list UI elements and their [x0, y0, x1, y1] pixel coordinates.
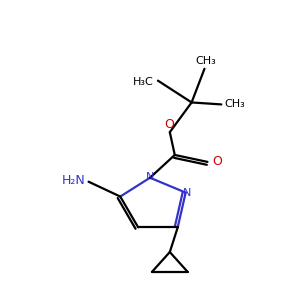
Text: N: N — [182, 188, 191, 198]
Text: O: O — [164, 118, 174, 131]
Text: O: O — [212, 155, 222, 168]
Text: N: N — [146, 172, 154, 182]
Text: H₂N: H₂N — [62, 174, 86, 187]
Text: CH₃: CH₃ — [195, 56, 216, 66]
Text: H₃C: H₃C — [133, 76, 154, 87]
Text: CH₃: CH₃ — [224, 99, 245, 110]
